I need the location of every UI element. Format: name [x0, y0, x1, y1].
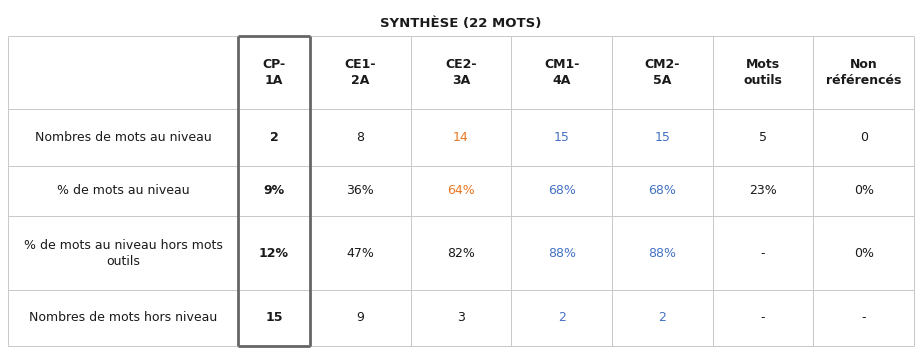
Text: 2: 2 [658, 311, 667, 324]
Text: 82%: 82% [447, 247, 475, 260]
Text: Nombres de mots au niveau: Nombres de mots au niveau [35, 131, 211, 144]
Text: Nombres de mots hors niveau: Nombres de mots hors niveau [29, 311, 217, 324]
Text: 64%: 64% [447, 185, 475, 198]
Text: 15: 15 [554, 131, 570, 144]
Text: 14: 14 [453, 131, 469, 144]
Text: 88%: 88% [648, 247, 677, 260]
Text: 88%: 88% [548, 247, 575, 260]
Text: 36%: 36% [347, 185, 374, 198]
Text: 47%: 47% [347, 247, 374, 260]
Text: -: - [861, 311, 866, 324]
Text: 2: 2 [269, 131, 278, 144]
Text: 0%: 0% [854, 247, 874, 260]
Text: 9: 9 [357, 311, 364, 324]
Text: % de mots au niveau: % de mots au niveau [56, 185, 189, 198]
Text: % de mots au niveau hors mots
outils: % de mots au niveau hors mots outils [24, 239, 222, 268]
Text: 2: 2 [558, 311, 565, 324]
Text: -: - [761, 247, 765, 260]
Text: CP-
1A: CP- 1A [263, 58, 286, 87]
Text: Mots
outils: Mots outils [743, 58, 783, 87]
Text: 9%: 9% [264, 185, 285, 198]
Text: Non
référencés: Non référencés [826, 58, 902, 87]
Text: CE1-
2A: CE1- 2A [345, 58, 376, 87]
Text: 5: 5 [759, 131, 767, 144]
Text: 15: 15 [655, 131, 670, 144]
Text: 23%: 23% [749, 185, 777, 198]
Text: 0: 0 [859, 131, 868, 144]
Text: CM1-
4A: CM1- 4A [544, 58, 579, 87]
Text: 3: 3 [457, 311, 465, 324]
Text: 12%: 12% [259, 247, 289, 260]
Text: -: - [761, 311, 765, 324]
Text: 0%: 0% [854, 185, 874, 198]
Text: 15: 15 [266, 311, 283, 324]
Text: SYNTHÈSE (22 MOTS): SYNTHÈSE (22 MOTS) [380, 16, 542, 29]
Text: CM2-
5A: CM2- 5A [644, 58, 680, 87]
Text: CE2-
3A: CE2- 3A [445, 58, 477, 87]
Text: 68%: 68% [648, 185, 676, 198]
Text: 68%: 68% [548, 185, 575, 198]
Text: 8: 8 [356, 131, 364, 144]
